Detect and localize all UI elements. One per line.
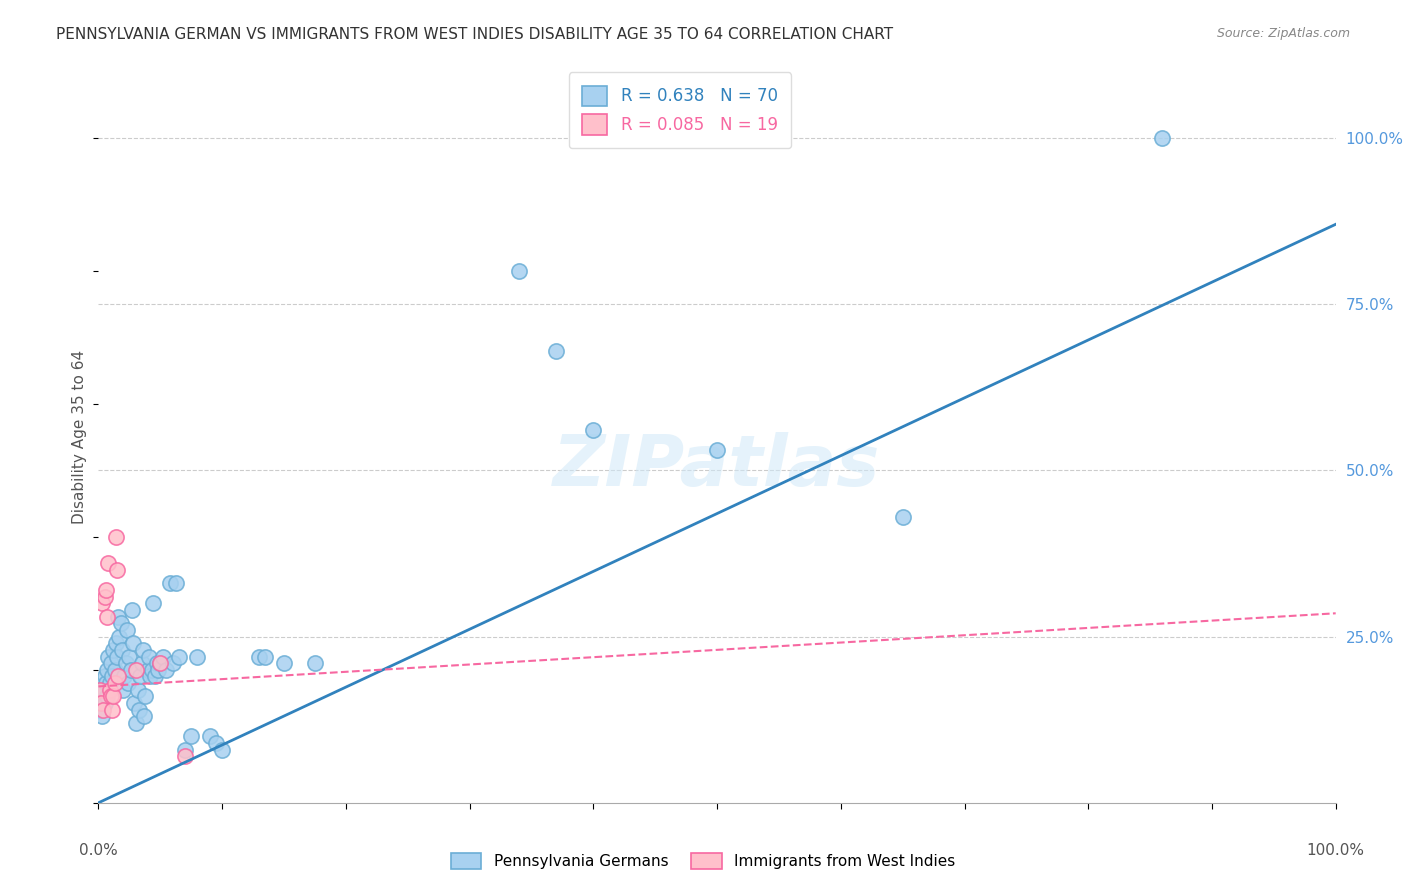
Point [94,676,117,690]
Point [149,656,172,670]
Point [155,663,177,677]
Point [115,623,138,637]
Point [127,682,149,697]
Point [91,709,114,723]
Point [186,649,208,664]
Point [149,656,172,670]
Point [101,703,124,717]
Point [104,530,127,544]
Text: ZIPatlas: ZIPatlas [554,432,880,500]
Point [139,669,162,683]
Point [134,690,156,704]
Point [134,709,156,723]
Point [145,656,167,670]
Point [91,596,114,610]
Point [98,682,121,697]
Point [108,630,131,644]
Point [103,690,125,704]
Point [143,669,166,683]
Point [1152,131,1174,145]
Point [100,690,122,704]
Point [111,643,134,657]
Point [93,669,115,683]
Point [112,669,135,683]
Point [89,703,111,717]
Y-axis label: Disability Age 35 to 64: Disability Age 35 to 64 [72,350,87,524]
Point [131,656,153,670]
Point [124,663,146,677]
Point [107,669,129,683]
Point [90,696,112,710]
Point [122,636,145,650]
Point [891,509,914,524]
Point [174,749,197,764]
Point [112,682,135,697]
Point [93,682,115,697]
Point [89,682,111,697]
Point [121,603,143,617]
Point [104,636,127,650]
Text: PENNSYLVANIA GERMAN VS IMMIGRANTS FROM WEST INDIES DISABILITY AGE 35 TO 64 CORRE: PENNSYLVANIA GERMAN VS IMMIGRANTS FROM W… [56,27,893,42]
Point [98,676,121,690]
Point [142,596,165,610]
Point [138,649,160,664]
Point [124,716,146,731]
Point [97,649,120,664]
Point [93,703,115,717]
Point [129,669,152,683]
Point [508,264,530,278]
Legend: Pennsylvania Germans, Immigrants from West Indies: Pennsylvania Germans, Immigrants from We… [444,847,962,875]
Text: 0.0%: 0.0% [79,843,118,858]
Point [124,696,146,710]
Point [247,649,270,664]
Point [205,736,228,750]
Point [107,609,129,624]
Point [94,582,117,597]
Point [162,656,184,670]
Point [103,663,125,677]
Point [103,676,125,690]
Point [159,576,181,591]
Point [101,669,124,683]
Text: 100.0%: 100.0% [1306,843,1365,858]
Text: Source: ZipAtlas.com: Source: ZipAtlas.com [1216,27,1350,40]
Point [211,742,233,756]
Point [132,643,155,657]
Point [118,649,141,664]
Point [96,663,118,677]
Point [706,443,728,458]
Point [174,742,197,756]
Point [180,729,202,743]
Point [97,557,120,571]
Point [304,656,326,670]
Point [167,649,190,664]
Point [93,590,115,604]
Point [273,656,295,670]
Point [152,649,174,664]
Point [546,343,568,358]
Point [110,616,132,631]
Point [103,643,125,657]
Point [96,609,118,624]
Point [117,676,139,690]
Point [141,663,163,677]
Point [198,729,221,743]
Point [93,696,115,710]
Point [105,649,128,664]
Point [120,663,142,677]
Point [165,576,187,591]
Point [90,690,112,704]
Point [582,424,605,438]
Point [146,663,169,677]
Point [136,663,159,677]
Point [100,656,122,670]
Point [105,563,128,577]
Point [128,703,150,717]
Point [254,649,277,664]
Point [96,690,118,704]
Legend: R = 0.638   N = 70, R = 0.085   N = 19: R = 0.638 N = 70, R = 0.085 N = 19 [569,72,792,148]
Point [114,656,136,670]
